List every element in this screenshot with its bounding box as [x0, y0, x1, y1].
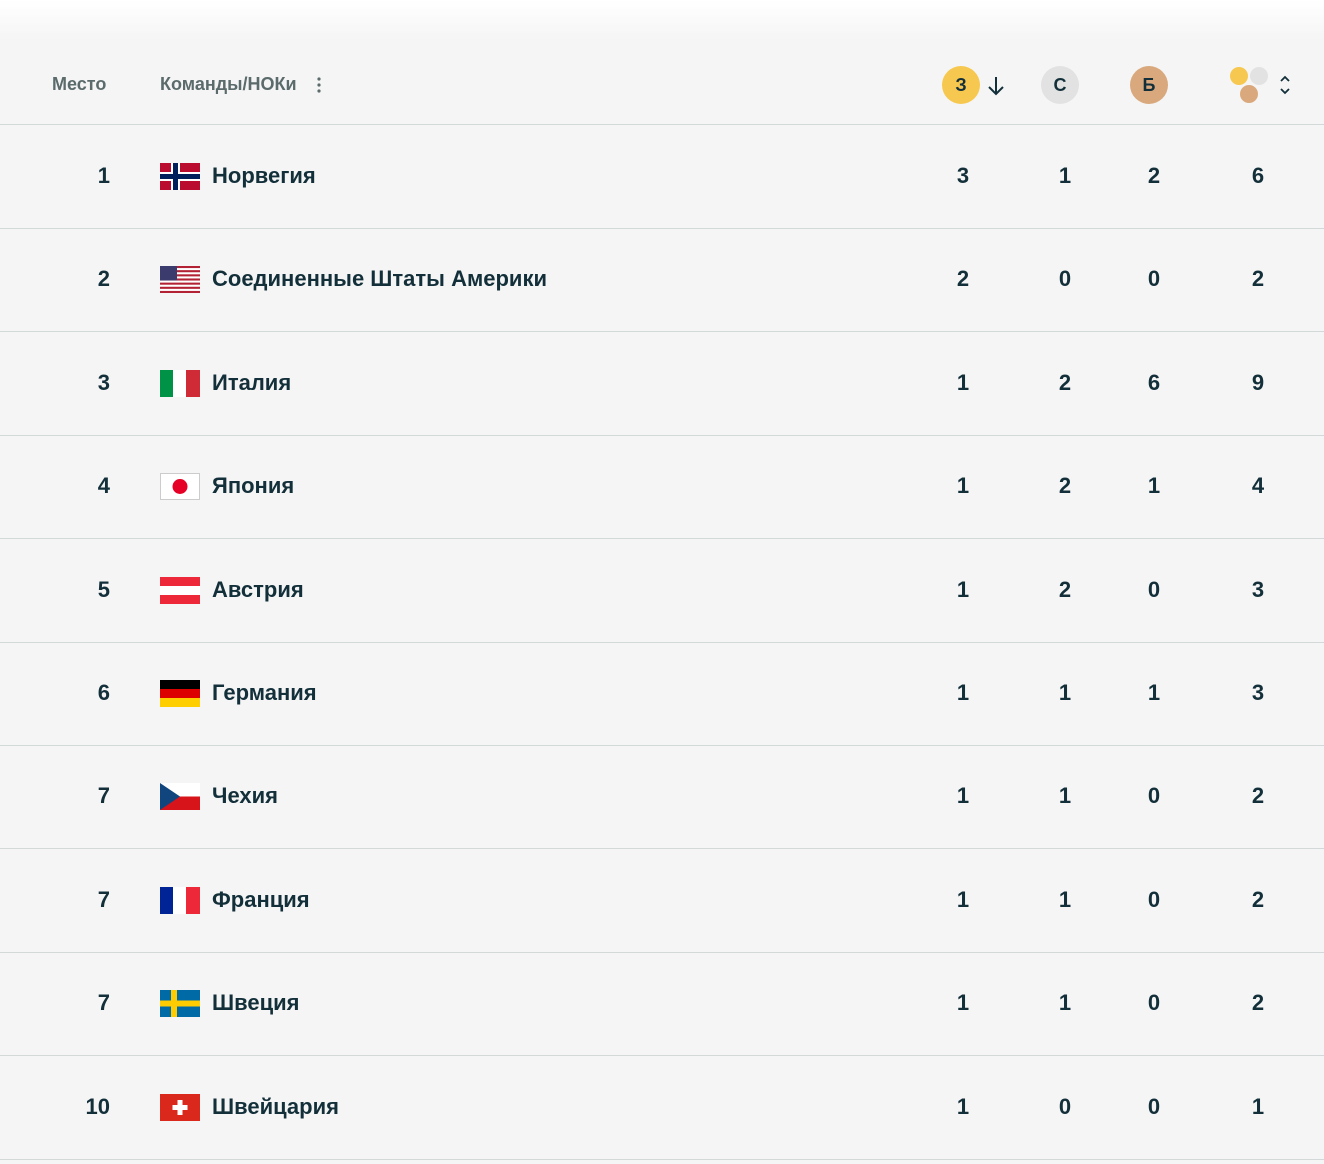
- silver-count: 0: [1058, 1093, 1072, 1119]
- flag-icon: [160, 886, 200, 914]
- rank-header: Место: [52, 74, 107, 94]
- table-row: 7 Франция 1 1 0 2: [0, 849, 1324, 953]
- gold-count: 1: [956, 576, 970, 602]
- silver-count: 1: [1058, 163, 1072, 188]
- total-count: 3: [1251, 576, 1265, 602]
- rank: 1: [97, 163, 110, 188]
- team-name: Норвегия: [212, 163, 316, 188]
- gold-header[interactable]: З: [942, 66, 980, 104]
- table-row: 4 Япония 1 2 1 4: [0, 435, 1324, 540]
- total-count: 2: [1251, 266, 1265, 292]
- sort-desc-icon[interactable]: [986, 74, 1006, 98]
- gold-count: 1: [956, 783, 970, 809]
- team-name: Германия: [212, 680, 317, 705]
- silver-count: 2: [1058, 369, 1072, 395]
- flag-icon: [160, 369, 200, 397]
- team-name: Швеция: [212, 990, 300, 1016]
- rank: 7: [97, 783, 110, 809]
- total-count: 2: [1251, 990, 1265, 1016]
- flag-icon: [160, 163, 200, 190]
- bronze-count: 0: [1147, 886, 1161, 912]
- table-row: 1 Норвегия 3 1 2 6: [0, 125, 1324, 229]
- table-row: 7 Швеция 1 1 0 2: [0, 952, 1324, 1057]
- table-row: 7 Чехия 1 1 0 2: [0, 745, 1324, 850]
- table-row: 10 Швейцария 1 0 0 1: [0, 1056, 1324, 1160]
- flag-icon: [160, 1093, 200, 1121]
- gold-count: 1: [956, 1093, 970, 1119]
- silver-count: 1: [1058, 990, 1072, 1016]
- table-row: 5 Австрия 1 2 0 3: [0, 539, 1324, 643]
- total-count: 1: [1251, 1093, 1265, 1119]
- silver-count: 2: [1058, 473, 1072, 499]
- table-header: Место Команды/НОКи З С Б: [0, 0, 1324, 125]
- flag-icon: [160, 783, 200, 811]
- silver-count: 2: [1058, 576, 1072, 602]
- team-name: Чехия: [212, 783, 278, 809]
- gold-count: 1: [956, 886, 970, 912]
- bronze-count: 0: [1147, 783, 1161, 809]
- team-name: Швейцария: [212, 1093, 339, 1119]
- rank: 10: [85, 1093, 110, 1119]
- team-header[interactable]: Команды/НОКи: [160, 74, 297, 94]
- silver-count: 1: [1058, 886, 1072, 912]
- gold-count: 1: [956, 473, 970, 499]
- column-menu-icon[interactable]: [314, 76, 324, 94]
- silver-count: 0: [1058, 266, 1072, 292]
- rank: 6: [97, 680, 110, 705]
- table-row: 2 Соединенные Штаты Америки 2 0 0 2: [0, 228, 1324, 333]
- team-name: Франция: [212, 886, 310, 912]
- rank: 7: [97, 990, 110, 1016]
- total-count: 2: [1251, 886, 1265, 912]
- silver-count: 1: [1058, 783, 1072, 809]
- bronze-header[interactable]: Б: [1130, 66, 1168, 104]
- bronze-count: 0: [1147, 990, 1161, 1016]
- flag-icon: [160, 680, 200, 707]
- rank: 2: [97, 266, 110, 292]
- team-name: Италия: [212, 369, 292, 395]
- total-header-icon[interactable]: [1228, 64, 1298, 108]
- flag-icon: [160, 576, 200, 604]
- gold-count: 2: [956, 266, 970, 292]
- flag-icon: [160, 473, 200, 501]
- rank: 5: [97, 576, 110, 602]
- team-name: Япония: [212, 473, 295, 499]
- total-count: 9: [1251, 369, 1265, 395]
- total-count: 2: [1251, 783, 1265, 809]
- silver-header[interactable]: С: [1041, 66, 1079, 104]
- total-count: 4: [1251, 473, 1265, 499]
- rank: 7: [97, 886, 110, 912]
- bronze-count: 0: [1147, 576, 1161, 602]
- gold-count: 3: [956, 163, 970, 188]
- bronze-count: 0: [1147, 266, 1161, 292]
- rank: 4: [97, 473, 110, 499]
- team-name: Соединенные Штаты Америки: [212, 266, 547, 292]
- flag-icon: [160, 266, 200, 294]
- gold-count: 1: [956, 680, 970, 705]
- gold-count: 1: [956, 369, 970, 395]
- rank: 3: [97, 369, 110, 395]
- gold-count: 1: [956, 990, 970, 1016]
- bronze-count: 6: [1147, 369, 1161, 395]
- bronze-count: 0: [1147, 1093, 1161, 1119]
- table-row: 6 Германия 1 1 1 3: [0, 642, 1324, 746]
- bronze-count: 1: [1147, 680, 1161, 705]
- bronze-count: 1: [1147, 473, 1161, 499]
- bronze-count: 2: [1147, 163, 1161, 188]
- silver-count: 1: [1058, 680, 1072, 705]
- flag-icon: [160, 990, 200, 1018]
- team-name: Австрия: [212, 576, 304, 602]
- table-row: 3 Италия 1 2 6 9: [0, 332, 1324, 436]
- total-count: 3: [1251, 680, 1265, 705]
- total-count: 6: [1251, 163, 1265, 188]
